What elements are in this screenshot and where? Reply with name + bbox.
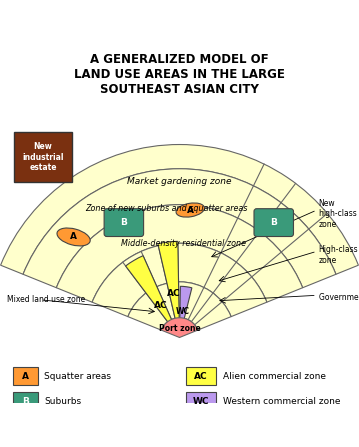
FancyBboxPatch shape [13,392,38,410]
Text: Zone of new suburbs and squatter areas: Zone of new suburbs and squatter areas [85,204,247,213]
Text: WC: WC [176,308,190,316]
Wedge shape [126,256,174,326]
Text: Market gardening zone: Market gardening zone [127,177,232,186]
Text: New
industrial
estate: New industrial estate [22,142,64,172]
Wedge shape [180,286,192,323]
Text: Western commercial zone: Western commercial zone [223,396,341,406]
Text: AC: AC [167,289,181,298]
FancyBboxPatch shape [104,209,144,236]
Text: B: B [22,396,29,406]
Wedge shape [23,169,336,288]
Wedge shape [1,144,358,274]
Text: A: A [70,232,77,241]
Text: Alien commercial zone: Alien commercial zone [223,371,326,380]
Text: High-class
zone: High-class zone [319,245,358,265]
Text: Port zone: Port zone [159,324,200,333]
Text: New
high-class
zone: New high-class zone [319,199,357,228]
Wedge shape [158,241,179,324]
Text: Squatter areas: Squatter areas [44,371,111,380]
Wedge shape [161,318,198,337]
Text: A: A [187,206,194,215]
Ellipse shape [57,228,90,246]
Text: A: A [22,371,29,380]
Text: B: B [120,218,127,227]
FancyBboxPatch shape [254,209,294,236]
Ellipse shape [176,203,205,217]
Text: WC: WC [193,396,209,406]
Wedge shape [92,243,267,316]
Text: Suburbs: Suburbs [44,396,81,406]
FancyBboxPatch shape [186,367,216,385]
FancyBboxPatch shape [186,392,216,410]
Wedge shape [128,282,231,330]
Text: Government zone: Government zone [319,293,359,302]
Text: A GENERALIZED MODEL OF
LAND USE AREAS IN THE LARGE
SOUTHEAST ASIAN CITY: A GENERALIZED MODEL OF LAND USE AREAS IN… [74,53,285,96]
Text: Middle-density residential zone: Middle-density residential zone [121,240,247,249]
FancyBboxPatch shape [13,367,38,385]
Wedge shape [56,205,303,302]
Text: AC: AC [194,371,208,380]
Text: B: B [270,218,277,227]
FancyBboxPatch shape [14,132,72,182]
Text: AC: AC [154,301,167,310]
Text: Mixed land use zone: Mixed land use zone [7,295,85,304]
